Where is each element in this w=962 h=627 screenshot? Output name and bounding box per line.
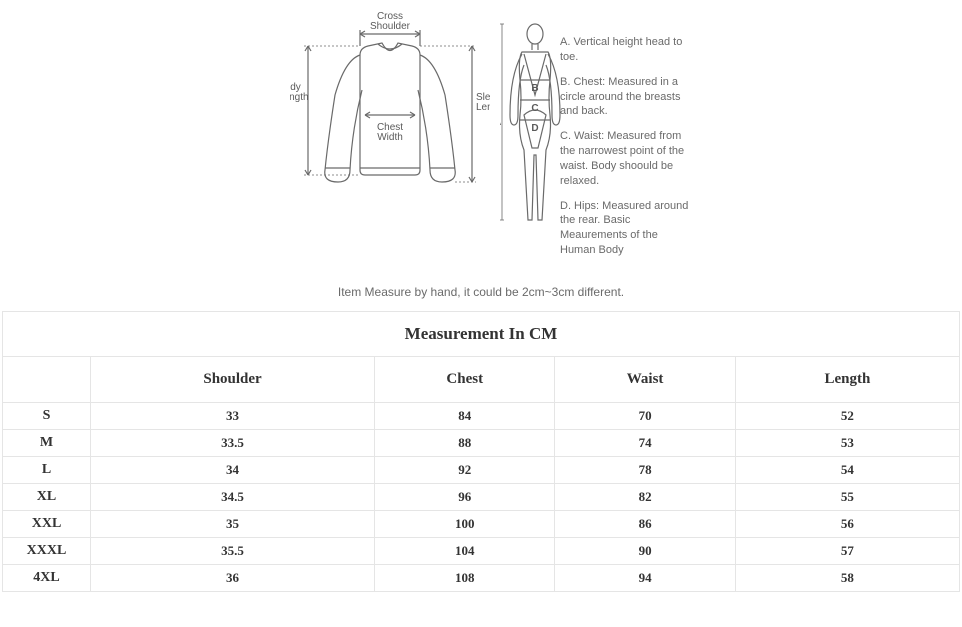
value-cell: 54 xyxy=(735,457,959,484)
diagram-area: CrossShoulder BodyLength ChestWidth Slee… xyxy=(0,0,962,280)
label-sleeve-length: SleeveLength xyxy=(476,92,490,113)
label-a: A xyxy=(500,117,501,128)
size-cell: XXL xyxy=(3,511,91,538)
value-cell: 82 xyxy=(555,484,735,511)
table-row: XL34.5968255 xyxy=(3,484,960,511)
value-cell: 56 xyxy=(735,511,959,538)
table-row: M33.5887453 xyxy=(3,430,960,457)
value-cell: 86 xyxy=(555,511,735,538)
col-size-blank xyxy=(3,357,91,403)
value-cell: 57 xyxy=(735,538,959,565)
label-cross-shoulder: CrossShoulder xyxy=(370,11,411,32)
col-shoulder: Shoulder xyxy=(91,357,375,403)
value-cell: 35 xyxy=(91,511,375,538)
value-cell: 55 xyxy=(735,484,959,511)
definition-a: A. Vertical height head to toe. xyxy=(560,35,695,65)
col-chest: Chest xyxy=(375,357,555,403)
table-row: XXL351008656 xyxy=(3,511,960,538)
value-cell: 108 xyxy=(375,565,555,592)
size-cell: 4XL xyxy=(3,565,91,592)
size-table: Measurement In CM Shoulder Chest Waist L… xyxy=(2,311,960,592)
value-cell: 58 xyxy=(735,565,959,592)
definitions-list: A. Vertical height head to toe. B. Chest… xyxy=(560,35,695,268)
value-cell: 94 xyxy=(555,565,735,592)
table-title: Measurement In CM xyxy=(3,312,960,357)
garment-diagram: CrossShoulder BodyLength ChestWidth Slee… xyxy=(290,10,490,240)
size-cell: L xyxy=(3,457,91,484)
value-cell: 78 xyxy=(555,457,735,484)
size-cell: XL xyxy=(3,484,91,511)
table-row: 4XL361089458 xyxy=(3,565,960,592)
table-row: S33847052 xyxy=(3,403,960,430)
table-row: L34927854 xyxy=(3,457,960,484)
value-cell: 84 xyxy=(375,403,555,430)
value-cell: 90 xyxy=(555,538,735,565)
value-cell: 33.5 xyxy=(91,430,375,457)
value-cell: 88 xyxy=(375,430,555,457)
definition-d: D. Hips: Measured around the rear. Basic… xyxy=(560,199,695,258)
value-cell: 100 xyxy=(375,511,555,538)
label-c: C xyxy=(531,103,538,114)
col-length: Length xyxy=(735,357,959,403)
value-cell: 92 xyxy=(375,457,555,484)
definition-c: C. Waist: Measured from the narrowest po… xyxy=(560,129,695,188)
label-body-length: BodyLength xyxy=(290,82,309,103)
value-cell: 52 xyxy=(735,403,959,430)
value-cell: 74 xyxy=(555,430,735,457)
label-b: B xyxy=(531,83,538,94)
value-cell: 104 xyxy=(375,538,555,565)
value-cell: 34 xyxy=(91,457,375,484)
size-cell: XXXL xyxy=(3,538,91,565)
size-cell: S xyxy=(3,403,91,430)
measurement-note: Item Measure by hand, it could be 2cm~3c… xyxy=(0,285,962,299)
definition-b: B. Chest: Measured in a circle around th… xyxy=(560,75,695,120)
label-d: D xyxy=(531,123,538,134)
value-cell: 36 xyxy=(91,565,375,592)
col-waist: Waist xyxy=(555,357,735,403)
value-cell: 35.5 xyxy=(91,538,375,565)
value-cell: 53 xyxy=(735,430,959,457)
value-cell: 33 xyxy=(91,403,375,430)
value-cell: 96 xyxy=(375,484,555,511)
size-cell: M xyxy=(3,430,91,457)
label-chest-width: ChestWidth xyxy=(377,122,403,143)
value-cell: 34.5 xyxy=(91,484,375,511)
value-cell: 70 xyxy=(555,403,735,430)
table-row: XXXL35.51049057 xyxy=(3,538,960,565)
table-body: S33847052M33.5887453L34927854XL34.596825… xyxy=(3,403,960,592)
